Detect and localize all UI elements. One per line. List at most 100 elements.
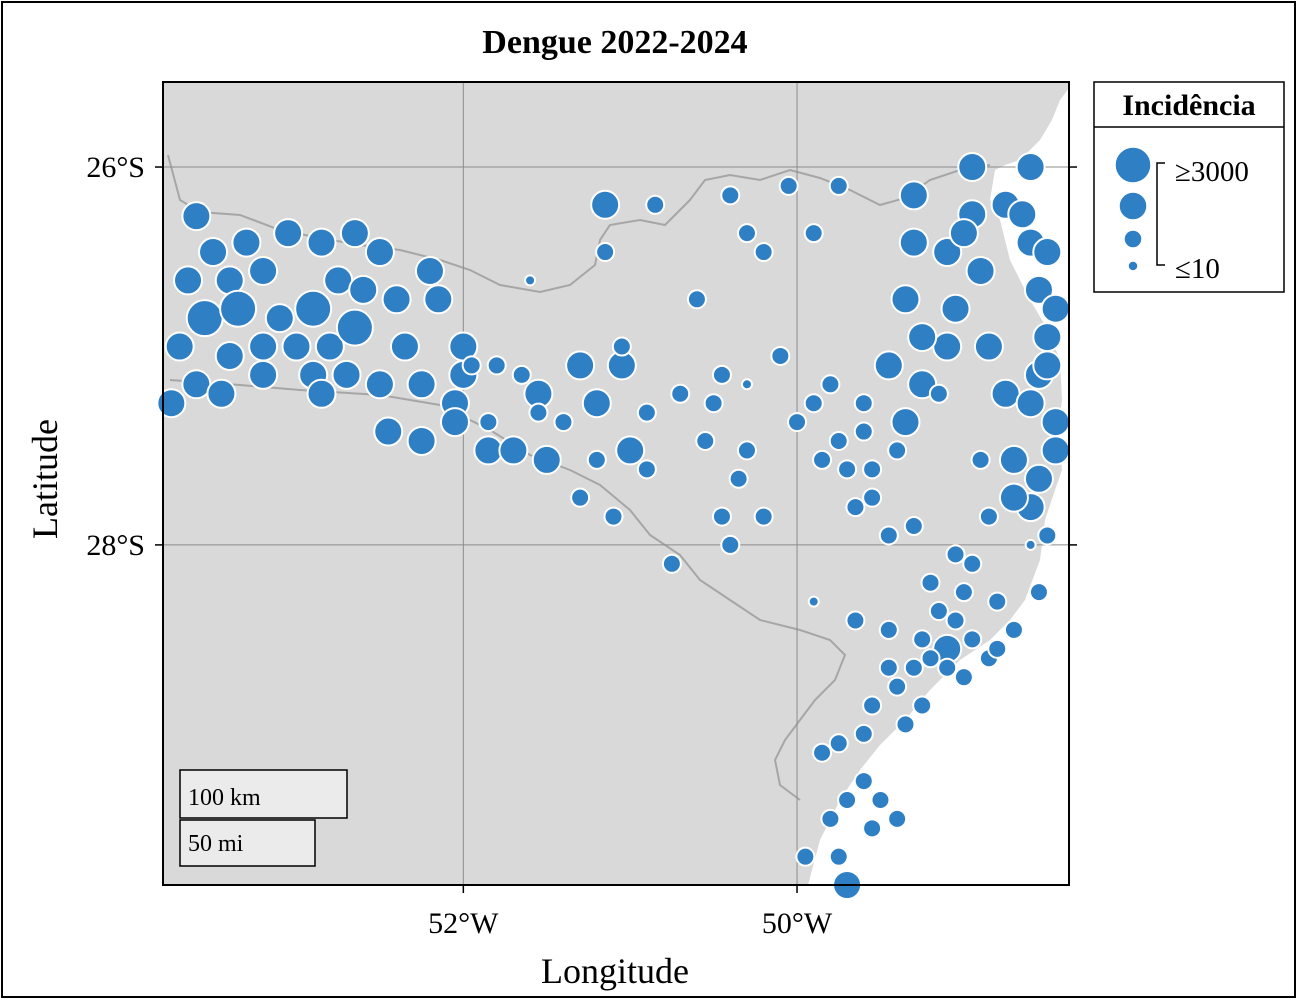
map-title: Dengue 2022-2024 — [482, 24, 748, 61]
incidence-point — [795, 846, 816, 867]
incidence-point — [945, 610, 966, 631]
incidence-point — [853, 393, 874, 414]
incidence-point — [862, 695, 883, 716]
legend-bracket — [1156, 162, 1165, 266]
incidence-point — [907, 322, 938, 353]
incidence-point — [1028, 582, 1049, 603]
incidence-point — [987, 591, 1008, 612]
incidence-point — [812, 742, 833, 763]
incidence-point — [1007, 199, 1038, 230]
incidence-point — [636, 459, 657, 480]
incidence-point — [281, 331, 312, 362]
incidence-point — [294, 289, 333, 328]
legend-symbols — [1114, 146, 1152, 272]
incidence-point — [711, 506, 732, 527]
incidence-point — [895, 714, 916, 735]
incidence-point — [1003, 619, 1024, 640]
scale-mi-label: 50 mi — [188, 831, 244, 857]
y-tick-label: 26°S — [86, 151, 145, 184]
incidence-point — [181, 369, 212, 400]
incidence-point — [770, 345, 791, 366]
legend-min-label: ≤10 — [1175, 253, 1220, 285]
legend-symbol — [1118, 191, 1148, 221]
legend-max-label: ≥3000 — [1175, 156, 1249, 188]
incidence-point — [553, 412, 574, 433]
incidence-point — [1037, 525, 1058, 546]
incidence-point — [1032, 350, 1063, 381]
state-border-south — [169, 379, 847, 801]
incidence-point — [590, 189, 621, 220]
incidence-point — [339, 218, 370, 249]
incidence-point — [870, 789, 891, 810]
incidence-point — [957, 152, 988, 183]
incidence-point — [862, 459, 883, 480]
incidence-point — [373, 416, 404, 447]
incidence-point — [862, 818, 883, 839]
incidence-point — [348, 274, 379, 305]
incidence-point — [970, 449, 991, 470]
incidence-point — [912, 695, 933, 716]
incidence-point — [978, 506, 999, 527]
incidence-point — [570, 487, 591, 508]
incidence-point — [828, 733, 849, 754]
grid-lines — [163, 82, 1069, 885]
incidence-point — [306, 378, 337, 409]
incidence-point — [595, 242, 616, 263]
incidence-point — [878, 619, 899, 640]
incidence-point — [920, 648, 941, 669]
incidence-point — [486, 355, 507, 376]
scale-bar-km — [179, 769, 348, 819]
incidence-point — [264, 303, 295, 334]
incidence-point — [581, 388, 612, 419]
incidence-point — [423, 284, 454, 315]
incidence-point — [248, 331, 279, 362]
incidence-point — [1032, 322, 1063, 353]
incidence-point — [753, 242, 774, 263]
incidence-point — [661, 553, 682, 574]
legend-symbol — [1114, 146, 1152, 184]
incidence-point — [603, 506, 624, 527]
x-axis-title: Longitude — [541, 951, 689, 991]
incidence-point — [898, 180, 929, 211]
incidence-point — [803, 223, 824, 244]
incidence-point — [156, 388, 187, 419]
incidence-point — [728, 468, 749, 489]
legend-symbol — [1123, 229, 1143, 249]
incidence-point — [206, 378, 237, 409]
incidence-point — [720, 534, 741, 555]
incidence-point — [998, 482, 1029, 513]
plot-border — [162, 81, 1070, 886]
incidence-point — [314, 331, 345, 362]
incidence-point — [439, 407, 470, 438]
incidence-point — [1024, 538, 1037, 551]
land-region — [163, 82, 1069, 885]
incidence-point — [670, 383, 691, 404]
incidence-point — [364, 369, 395, 400]
incidence-point — [636, 402, 657, 423]
incidence-point — [853, 421, 874, 442]
axis-ticks: 52°W 50°W 26°S 28°S — [86, 151, 1077, 940]
incidence-point — [828, 430, 849, 451]
incidence-point — [932, 331, 963, 362]
incidence-point — [845, 610, 866, 631]
incidence-point — [887, 440, 908, 461]
incidence-point — [928, 601, 949, 622]
incidence-point — [736, 223, 757, 244]
incidence-point — [323, 265, 354, 296]
incidence-point — [306, 227, 337, 258]
incidence-point — [940, 293, 971, 324]
incidence-point — [803, 393, 824, 414]
incidence-point — [219, 289, 258, 328]
incidence-point — [248, 255, 279, 286]
scale-bar-mi — [179, 819, 316, 867]
incidence-point — [686, 289, 707, 310]
incidence-point — [912, 629, 933, 650]
incidence-point — [565, 350, 596, 381]
incidence-point — [498, 435, 529, 466]
incidence-point — [1032, 237, 1063, 268]
incidence-point — [615, 435, 646, 466]
incidence-point — [953, 667, 974, 688]
incidence-point — [214, 340, 245, 371]
y-axis-title: Latitude — [25, 419, 65, 539]
